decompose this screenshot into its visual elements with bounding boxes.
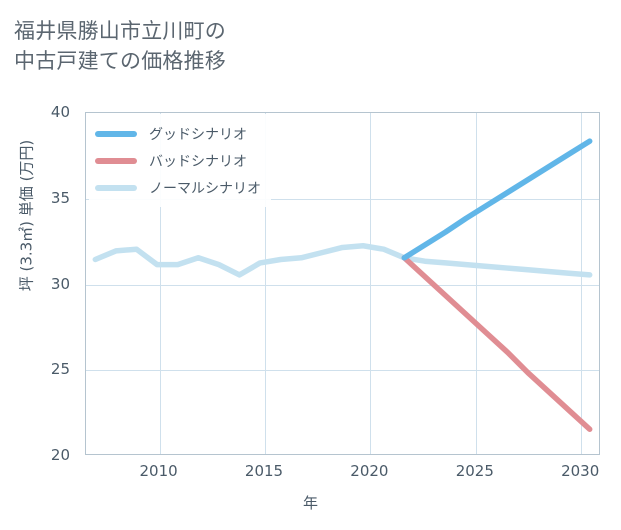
legend-item-bad: バッドシナリオ: [95, 147, 261, 174]
x-axis-title: 年: [302, 494, 318, 512]
x-tick-2025: 2025: [455, 462, 494, 480]
x-tick-2010: 2010: [139, 462, 178, 480]
legend-swatch-good-icon: [95, 130, 137, 137]
x-tick-2015: 2015: [244, 462, 284, 480]
y-tick-25: 25: [50, 360, 70, 379]
y-tick-40: 40: [50, 103, 70, 121]
legend-label-normal: ノーマルシナリオ: [149, 180, 261, 197]
gridline-x-2020: [370, 113, 372, 454]
chart-legend: グッドシナリオ バッドシナリオ ノーマルシナリオ: [89, 114, 271, 207]
y-tick-30: 30: [50, 274, 70, 293]
gridline-x-2015: [265, 113, 266, 454]
y-axis-title: 坪 (3.3㎡) 単価 (万円): [17, 139, 36, 292]
y-axis-tick-labels: 40 35 30 25 20: [0, 0, 78, 530]
x-tick-2030: 2030: [561, 462, 600, 480]
legend-item-good: グッドシナリオ: [95, 120, 261, 147]
legend-swatch-bad-icon: [95, 157, 137, 164]
chart-title: 福井県勝山市立川町の 中古戸建ての価格推移: [14, 19, 226, 73]
legend-label-bad: バッドシナリオ: [149, 153, 247, 170]
legend-swatch-normal-icon: [95, 184, 137, 191]
gridline-x-2025: [475, 113, 477, 454]
gridline-x-2030: [581, 113, 583, 454]
y-tick-35: 35: [50, 188, 70, 207]
y-tick-20: 20: [50, 446, 70, 464]
gridline-y-35: [86, 198, 599, 200]
legend-label-good: グッドシナリオ: [149, 126, 247, 143]
gridline-y-25: [86, 370, 599, 372]
gridline-y-30: [86, 284, 599, 286]
x-tick-2020: 2020: [350, 462, 389, 480]
gridline-x-2010: [159, 113, 161, 454]
legend-item-normal: ノーマルシナリオ: [95, 174, 261, 201]
